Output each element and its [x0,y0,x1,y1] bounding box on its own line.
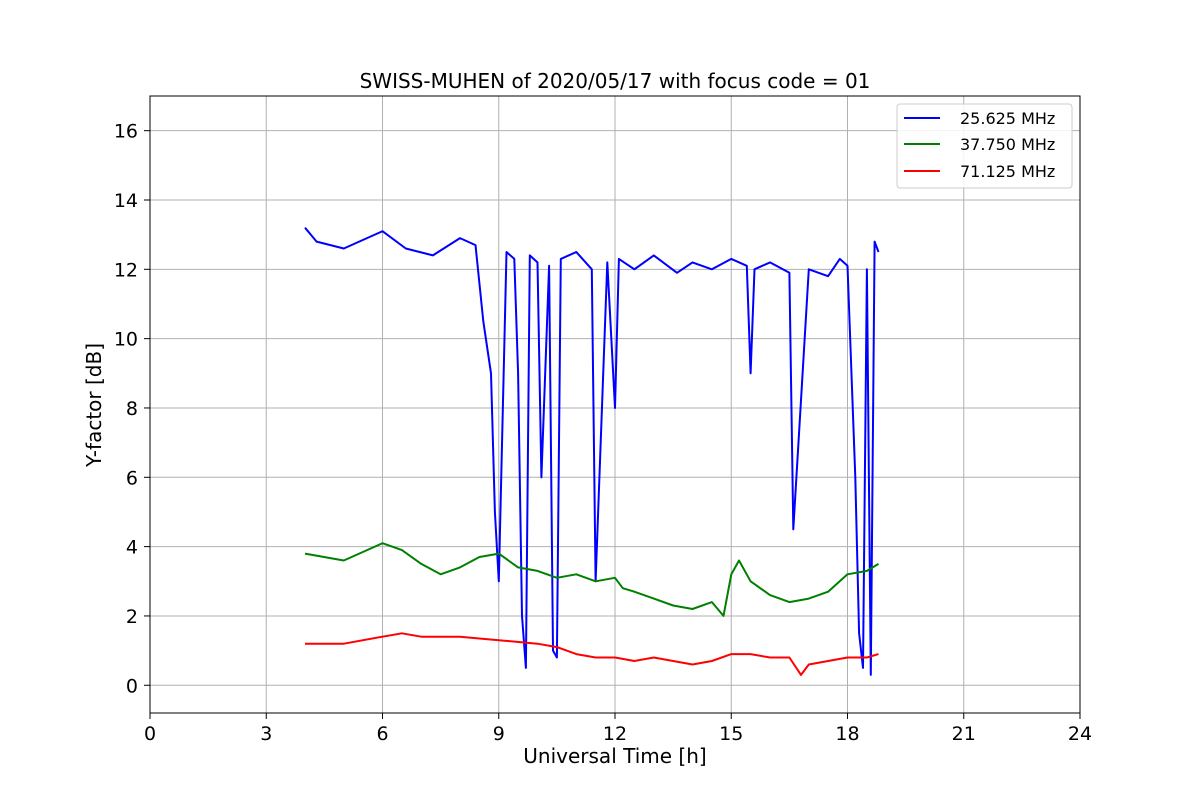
x-tick-label: 0 [144,723,156,745]
legend: 25.625 MHz 37.750 MHz 71.125 MHz [896,103,1073,189]
plot-series [304,227,880,676]
y-tick-label: 10 [114,329,138,351]
y-tick-label: 0 [126,675,138,697]
y-tick-label: 6 [126,467,138,489]
y-tick-label: 12 [114,259,138,281]
x-tick-label: 24 [1068,723,1092,745]
x-tick-label: 9 [493,723,505,745]
x-tick-label: 21 [952,723,976,745]
x-axis-label: Universal Time [h] [523,744,706,768]
x-tick-label: 18 [835,723,859,745]
x-tick-label: 6 [376,723,388,745]
series-line-71-125-mhz [305,632,879,676]
y-tick-label: 4 [126,537,138,559]
y-axis-label: Y-factor [dB] [82,343,106,468]
y-axis-ticks: 0 2 4 6 8 10 12 14 16 [114,121,150,697]
x-axis-ticks: 0 3 6 9 12 15 18 21 24 [144,713,1092,745]
x-tick-label: 12 [603,723,627,745]
y-tick-label: 16 [114,121,138,143]
y-tick-label: 2 [126,606,138,628]
legend-label-71-125: 71.125 MHz [960,162,1055,181]
legend-label-37-750: 37.750 MHz [960,135,1055,154]
y-tick-label: 8 [126,398,138,420]
x-tick-label: 3 [260,723,272,745]
x-tick-label: 15 [719,723,743,745]
legend-label-25-625: 25.625 MHz [960,109,1055,128]
legend-box [896,103,1073,189]
series-line-37-750-mhz [304,542,880,617]
chart-title: SWISS-MUHEN of 2020/05/17 with focus cod… [360,69,871,93]
y-tick-label: 14 [114,190,138,212]
